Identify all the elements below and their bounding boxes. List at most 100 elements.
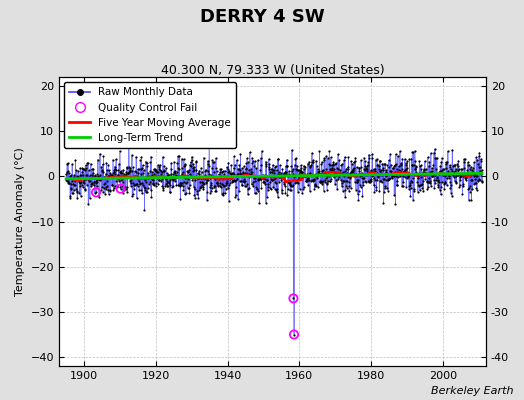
Point — [224, 185, 232, 191]
Point — [326, 162, 334, 168]
Point — [140, 207, 149, 213]
Point — [276, 172, 285, 178]
Point — [302, 178, 310, 184]
Point — [454, 157, 463, 164]
Point — [119, 179, 127, 186]
Point — [218, 180, 226, 187]
Point — [291, 179, 300, 186]
Point — [355, 165, 363, 171]
Point — [285, 180, 293, 187]
Point — [130, 186, 138, 192]
Point — [387, 174, 396, 181]
Point — [80, 166, 88, 172]
Point — [105, 187, 114, 194]
Point — [420, 166, 428, 172]
Point — [124, 170, 132, 176]
Point — [253, 186, 261, 193]
Point — [166, 182, 174, 188]
Point — [384, 177, 392, 183]
Point — [300, 162, 308, 169]
Point — [154, 169, 162, 176]
Point — [219, 190, 227, 196]
Point — [302, 177, 311, 184]
Point — [83, 182, 91, 188]
Point — [313, 173, 322, 180]
Point — [364, 170, 373, 176]
Point — [85, 178, 93, 184]
Point — [413, 172, 421, 179]
Point — [172, 182, 181, 188]
Point — [320, 188, 328, 194]
Point — [390, 168, 399, 175]
Point — [327, 176, 335, 182]
Point — [408, 162, 417, 168]
Point — [339, 169, 347, 175]
Point — [443, 174, 451, 181]
Point — [450, 168, 458, 175]
Point — [309, 178, 318, 184]
Point — [141, 187, 149, 193]
Point — [88, 166, 96, 172]
Point — [91, 172, 100, 179]
Point — [210, 159, 218, 165]
Point — [256, 166, 265, 173]
Point — [465, 162, 473, 168]
Point — [289, 182, 297, 188]
Point — [157, 178, 165, 184]
Point — [105, 172, 113, 179]
Point — [367, 172, 376, 179]
Point — [292, 155, 300, 161]
Point — [460, 159, 468, 165]
Point — [208, 180, 216, 187]
Point — [138, 162, 147, 168]
Point — [148, 169, 156, 175]
Point — [395, 163, 403, 170]
Point — [214, 182, 223, 188]
Point — [337, 162, 345, 168]
Point — [208, 165, 216, 172]
Point — [161, 174, 170, 180]
Point — [457, 166, 466, 173]
Point — [111, 165, 119, 172]
Point — [73, 173, 81, 180]
Point — [145, 180, 153, 187]
Point — [127, 177, 135, 184]
Point — [389, 171, 397, 178]
Point — [243, 181, 252, 188]
Point — [413, 174, 422, 181]
Point — [280, 183, 289, 189]
Point — [381, 177, 390, 183]
Point — [343, 185, 352, 192]
Point — [142, 189, 150, 195]
Point — [71, 176, 80, 182]
Point — [342, 177, 350, 184]
Point — [82, 165, 90, 172]
Point — [458, 170, 466, 177]
Point — [196, 184, 204, 191]
Point — [247, 181, 256, 188]
Point — [74, 168, 82, 174]
Point — [217, 190, 226, 197]
Point — [116, 169, 124, 175]
Point — [195, 167, 203, 174]
Point — [328, 167, 336, 173]
Point — [265, 160, 274, 167]
Point — [102, 160, 111, 166]
Point — [390, 163, 399, 169]
Point — [435, 169, 443, 176]
Point — [257, 162, 265, 168]
Point — [474, 153, 483, 159]
Point — [314, 169, 322, 175]
Point — [416, 182, 424, 188]
Point — [105, 173, 113, 180]
Point — [136, 181, 144, 188]
Point — [316, 178, 325, 184]
Point — [289, 172, 298, 178]
Point — [263, 177, 271, 183]
Point — [128, 193, 136, 200]
Point — [361, 178, 369, 184]
Point — [422, 171, 430, 178]
Point — [396, 170, 405, 176]
Point — [231, 162, 239, 168]
Point — [393, 182, 401, 189]
